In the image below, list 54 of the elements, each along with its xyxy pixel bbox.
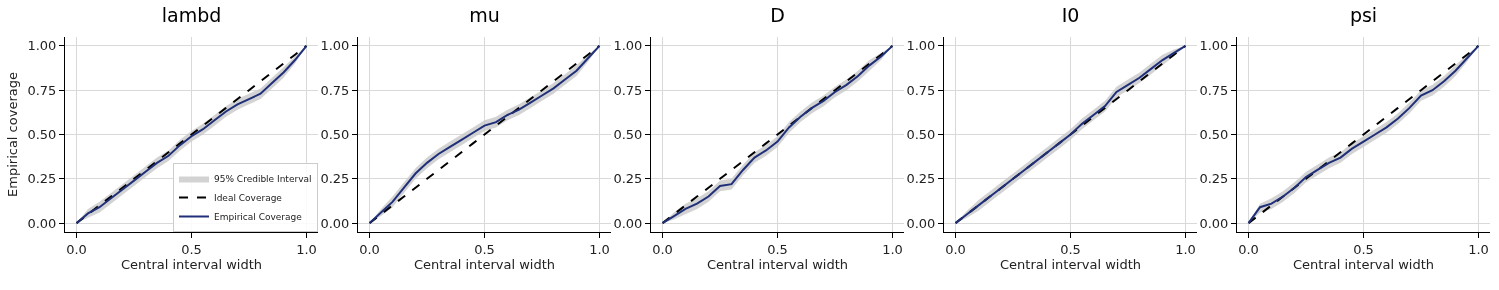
y-tick-label: 0.50 xyxy=(1199,127,1229,143)
x-axis-title: Central interval width xyxy=(707,257,848,273)
y-tick-label: 0.25 xyxy=(27,171,57,187)
y-tick-label: 0.00 xyxy=(1199,215,1229,231)
chart-title: mu xyxy=(469,4,500,26)
y-tick-label: 0.25 xyxy=(613,171,643,187)
x-tick-label: 0.5 xyxy=(181,241,202,257)
y-axis-title: Empirical coverage xyxy=(5,72,21,197)
y-tick-label: 0.75 xyxy=(27,82,57,98)
x-axis-title: Central interval width xyxy=(1293,257,1434,273)
x-axis-title: Central interval width xyxy=(1000,257,1141,273)
y-tick-label: 1.00 xyxy=(613,38,643,54)
y-tick-label: 0.50 xyxy=(320,127,350,143)
chart-title: D xyxy=(770,4,785,26)
x-tick-label: 1.0 xyxy=(589,241,610,257)
x-tick-label: 1.0 xyxy=(1175,241,1196,257)
x-tick-label: 0.0 xyxy=(945,241,966,257)
x-axis-title: Central interval width xyxy=(121,257,262,273)
x-tick-label: 1.0 xyxy=(882,241,903,257)
x-tick-label: 0.0 xyxy=(652,241,673,257)
chart-title: I0 xyxy=(1061,4,1080,26)
y-tick-label: 0.00 xyxy=(906,215,936,231)
y-tick-label: 1.00 xyxy=(27,38,57,54)
chart-title: psi xyxy=(1349,4,1378,26)
legend-label: Empirical Coverage xyxy=(214,212,303,223)
x-axis-title: Central interval width xyxy=(414,257,555,273)
y-tick-label: 0.75 xyxy=(320,82,350,98)
y-tick-label: 1.00 xyxy=(906,38,936,54)
x-tick-label: 0.0 xyxy=(359,241,380,257)
x-tick-label: 0.0 xyxy=(1238,241,1259,257)
y-tick-label: 1.00 xyxy=(320,38,350,54)
chart-title: lambd xyxy=(161,4,222,26)
x-tick-label: 1.0 xyxy=(296,241,317,257)
y-tick-label: 0.75 xyxy=(1199,82,1229,98)
legend-label: 95% Credible Interval xyxy=(214,174,312,185)
legend-label: Ideal Coverage xyxy=(214,193,283,204)
y-tick-label: 0.50 xyxy=(27,127,57,143)
y-tick-label: 0.00 xyxy=(613,215,643,231)
y-tick-label: 0.25 xyxy=(320,171,350,187)
x-tick-label: 0.0 xyxy=(66,241,87,257)
x-tick-label: 0.5 xyxy=(767,241,788,257)
y-tick-label: 1.00 xyxy=(1199,38,1229,54)
x-tick-label: 0.5 xyxy=(1060,241,1081,257)
x-tick-label: 1.0 xyxy=(1468,241,1489,257)
y-tick-label: 0.75 xyxy=(613,82,643,98)
y-tick-label: 0.00 xyxy=(27,215,57,231)
x-tick-label: 0.5 xyxy=(1353,241,1374,257)
y-tick-label: 0.75 xyxy=(906,82,936,98)
y-tick-label: 0.50 xyxy=(613,127,643,143)
y-tick-label: 0.25 xyxy=(1199,171,1229,187)
x-tick-label: 0.5 xyxy=(474,241,495,257)
y-tick-label: 0.25 xyxy=(906,171,936,187)
y-tick-label: 0.00 xyxy=(320,215,350,231)
y-tick-label: 0.50 xyxy=(906,127,936,143)
